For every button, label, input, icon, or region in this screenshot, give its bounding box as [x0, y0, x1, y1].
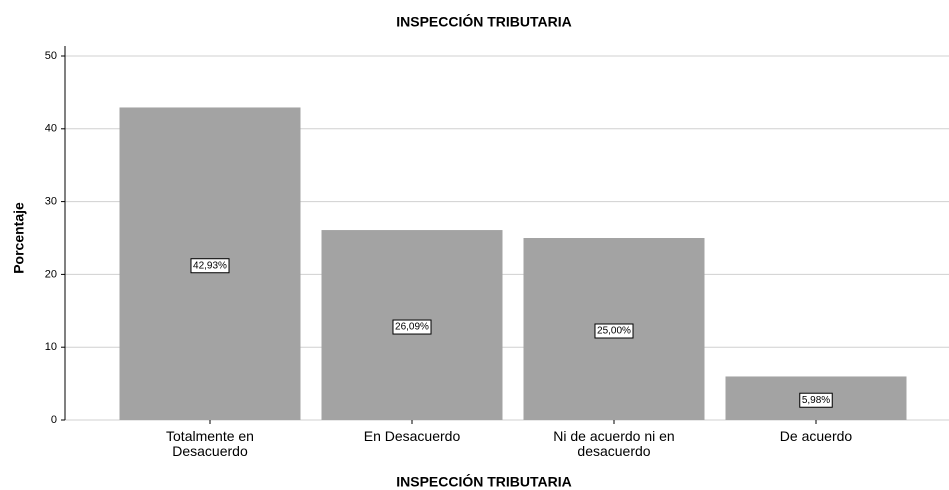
y-tick-label: 20	[45, 268, 57, 280]
chart-title: INSPECCIÓN TRIBUTARIA	[396, 13, 572, 30]
value-label: 25,00%	[597, 326, 631, 337]
value-label-box	[392, 319, 432, 335]
value-label: 26,09%	[395, 322, 429, 333]
value-label: 5,98%	[802, 395, 830, 406]
x-tick-label: Totalmente en Desacuerdo	[166, 428, 254, 459]
y-tick-label: 10	[45, 341, 57, 353]
y-tick-label: 50	[45, 50, 57, 62]
y-axis-title: Porcentaje	[11, 202, 27, 274]
value-label-box	[190, 258, 230, 274]
y-tick-label: 40	[45, 123, 57, 135]
value-label: 42,93%	[193, 260, 227, 271]
y-tick-label: 0	[51, 414, 57, 426]
x-axis-title: INSPECCIÓN TRIBUTARIA	[396, 473, 572, 490]
value-label-box	[594, 323, 634, 339]
x-tick-label: Ni de acuerdo ni en desacuerdo	[553, 428, 675, 459]
x-tick-label: De acuerdo	[779, 428, 853, 444]
x-tick-label: En Desacuerdo	[363, 428, 461, 444]
value-label-box	[799, 392, 833, 408]
y-tick-label: 30	[45, 196, 57, 208]
